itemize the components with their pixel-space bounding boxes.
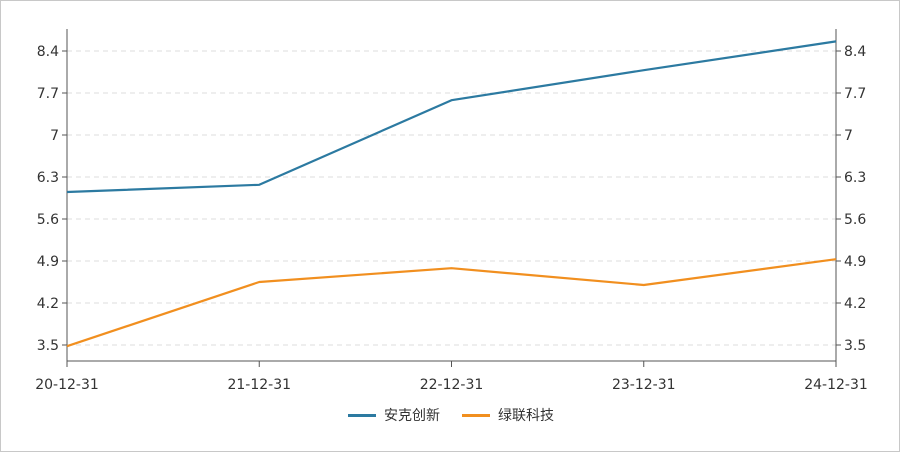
x-tick-label: 21-12-31 <box>227 377 291 393</box>
legend-label-series-1: 安克创新 <box>384 408 440 424</box>
axes: 3.5 3.5 4.2 4.2 4.9 4.9 5.6 5.6 6.3 6.3 7 7 7.7 7.7 8.… <box>35 29 868 393</box>
y-tick-label-left: 8.4 <box>37 44 59 60</box>
x-tick-label: 23-12-31 <box>612 377 676 393</box>
series-line-2 <box>66 258 837 348</box>
y-tick-label-right: 8.4 <box>844 44 866 60</box>
y-tick-label-right: 3.5 <box>844 338 866 354</box>
x-tick-label: 22-12-31 <box>420 377 484 393</box>
y-tick-label-right: 7.7 <box>844 86 866 102</box>
y-tick-label-right: 5.6 <box>844 212 866 228</box>
legend-item-series-2[interactable]: 绿联科技 <box>462 405 554 425</box>
grid-lines <box>67 50 836 346</box>
legend-item-series-1[interactable]: 安克创新 <box>348 405 440 425</box>
legend-label-series-2: 绿联科技 <box>498 408 554 424</box>
series-lines <box>66 40 837 348</box>
legend: 安克创新 绿联科技 <box>1 405 900 425</box>
y-tick-label-right: 7 <box>844 128 853 144</box>
series-line-1 <box>66 40 837 194</box>
y-tick-label-right: 4.2 <box>844 296 866 312</box>
y-tick-label-right: 6.3 <box>844 170 866 186</box>
line-chart: 3.5 3.5 4.2 4.2 4.9 4.9 5.6 5.6 6.3 6.3 7 7 7.7 7.7 8.… <box>35 29 868 393</box>
legend-swatch-series-1 <box>348 413 376 417</box>
x-tick-label: 20-12-31 <box>35 377 99 393</box>
y-tick-label-left: 7 <box>50 128 59 144</box>
y-tick-label-left: 5.6 <box>37 212 59 228</box>
y-tick-label-right: 4.9 <box>844 254 866 270</box>
x-tick-label: 24-12-31 <box>804 377 868 393</box>
y-tick-label-left: 4.9 <box>37 254 59 270</box>
y-tick-label-left: 7.7 <box>37 86 59 102</box>
y-tick-label-left: 3.5 <box>37 338 59 354</box>
legend-swatch-series-2 <box>462 413 490 417</box>
y-tick-label-left: 6.3 <box>37 170 59 186</box>
y-tick-label-left: 4.2 <box>37 296 59 312</box>
